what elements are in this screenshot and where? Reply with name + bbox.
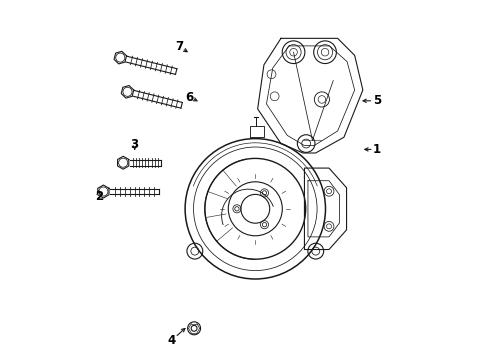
Text: 3: 3 <box>130 138 139 150</box>
Text: 7: 7 <box>175 40 183 53</box>
Text: 6: 6 <box>185 91 194 104</box>
Text: 5: 5 <box>372 94 380 107</box>
Text: 1: 1 <box>372 143 380 156</box>
Text: 4: 4 <box>167 334 176 347</box>
Text: 2: 2 <box>95 190 102 203</box>
